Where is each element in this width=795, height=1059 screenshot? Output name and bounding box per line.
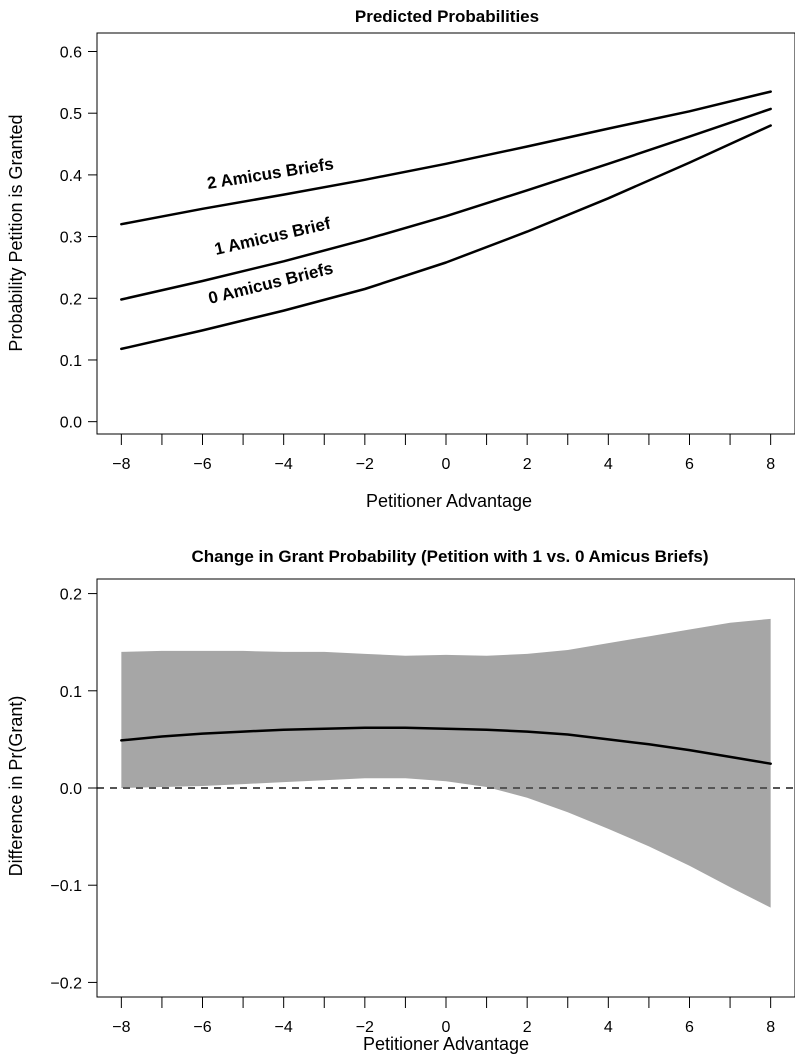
y-tick-label: −0.2	[50, 975, 82, 992]
x-tick-label: 0	[442, 1019, 451, 1036]
x-tick-label: 0	[442, 456, 451, 473]
x-tick-label: −6	[193, 456, 211, 473]
x-axis-ticks: −8 −6 −4 −2 0 2 4 6 8	[112, 997, 775, 1036]
y-axis-ticks: 0.0 0.1 0.2 0.3 0.4 0.5 0.6	[60, 45, 97, 432]
y-axis-label: Probability Petition is Granted	[6, 114, 26, 351]
x-tick-label: 6	[685, 456, 694, 473]
series-line	[120, 107, 772, 301]
chart-title: Predicted Probabilities	[355, 7, 539, 26]
x-axis-label: Petitioner Advantage	[363, 1034, 529, 1054]
y-tick-label: 0.2	[60, 291, 82, 308]
y-tick-label: −0.1	[50, 878, 82, 895]
x-tick-label: 8	[766, 456, 775, 473]
series-label: 2 Amicus Briefs	[206, 154, 335, 193]
x-tick-label: −2	[356, 456, 374, 473]
change-in-grant-probability-panel: Change in Grant Probability (Petition wi…	[6, 547, 795, 1054]
x-axis-ticks: −8 −6 −4 −2 0 2 4 6 8	[112, 434, 775, 473]
series-line	[120, 124, 772, 351]
y-tick-label: 0.1	[60, 353, 82, 370]
y-tick-label: 0.0	[60, 415, 82, 432]
x-tick-label: 2	[523, 456, 532, 473]
series-line	[120, 90, 772, 226]
y-tick-label: 0.0	[60, 781, 82, 798]
x-tick-label: 4	[604, 456, 613, 473]
x-tick-label: −6	[193, 1019, 211, 1036]
series-label: 0 Amicus Briefs	[206, 259, 335, 308]
y-tick-label: 0.6	[60, 45, 82, 62]
x-tick-label: −4	[275, 456, 293, 473]
y-tick-label: 0.3	[60, 230, 82, 247]
x-tick-label: −4	[275, 1019, 293, 1036]
y-axis-ticks: −0.2 −0.1 0.0 0.1 0.2	[50, 587, 97, 992]
x-tick-label: −8	[112, 1019, 130, 1036]
predicted-probabilities-panel: Predicted Probabilities −8 −6 −4 −2 0 2 4 6 8 0.…	[6, 7, 795, 511]
curve-labels: 2 Amicus Briefs 1 Amicus Brief 0 Amicus …	[206, 154, 335, 308]
x-tick-label: −2	[356, 1019, 374, 1036]
chart-title: Change in Grant Probability (Petition wi…	[191, 547, 708, 566]
y-tick-label: 0.2	[60, 587, 82, 604]
y-tick-label: 0.1	[60, 684, 82, 701]
series-line	[120, 726, 772, 765]
y-tick-label: 0.5	[60, 106, 82, 123]
y-tick-label: 0.4	[60, 168, 82, 185]
x-tick-label: 4	[604, 1019, 613, 1036]
y-axis-label: Difference in Pr(Grant)	[6, 696, 26, 877]
plot-frame	[96, 32, 795, 435]
x-axis-label: Petitioner Advantage	[366, 491, 532, 511]
x-tick-label: 2	[523, 1019, 532, 1036]
x-tick-label: 8	[766, 1019, 775, 1036]
x-tick-label: 6	[685, 1019, 694, 1036]
confidence-band	[121, 618, 771, 908]
x-tick-label: −8	[112, 456, 130, 473]
